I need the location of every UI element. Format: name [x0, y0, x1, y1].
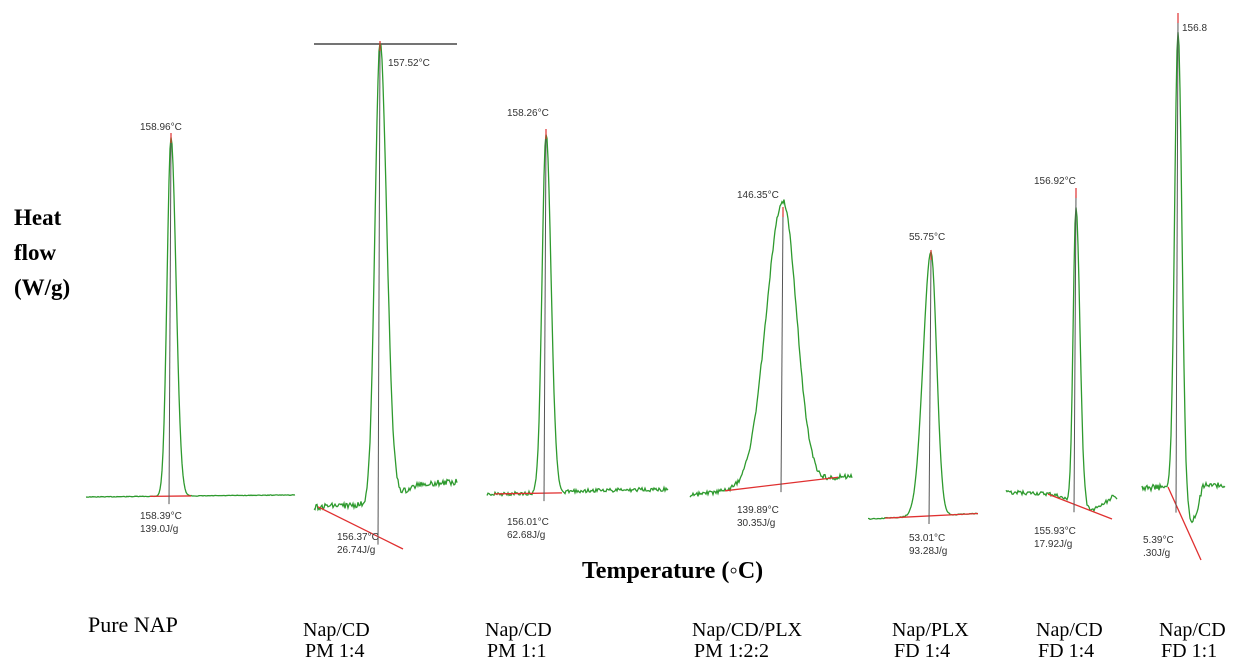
thermogram-panel: 156.8 5.39°C .30J/g: [1141, 13, 1226, 561]
thermogram-panel: 156.92°C 155.93°C 17.92J/g: [1005, 176, 1118, 550]
y-axis-label-line: flow: [14, 240, 57, 265]
heat-flow-trace: [1005, 207, 1118, 513]
heat-flow-trace: [313, 42, 458, 512]
sample-name-label: Nap/CD: [1159, 619, 1226, 641]
sample-ratio-label: PM 1:4: [305, 640, 365, 662]
heat-flow-trace: [1141, 32, 1226, 524]
onset-temperature-label: 53.01°C: [909, 533, 945, 544]
integration-baseline: [884, 512, 979, 519]
peak-temperature-label: 156.92°C: [1034, 176, 1076, 187]
onset-temperature-label: 158.39°C: [140, 511, 182, 522]
sample-ratio-label: FD 1:4: [894, 640, 951, 662]
peak-marker-line: [1175, 17, 1179, 513]
enthalpy-label: 26.74J/g: [337, 545, 375, 556]
peak-marker-line: [543, 133, 547, 502]
peak-temperature-label: 158.96°C: [140, 122, 182, 133]
enthalpy-label: 93.28J/g: [909, 546, 947, 557]
peak-marker-line: [780, 211, 784, 493]
sample-ratio-label: PM 1:1: [487, 640, 547, 662]
sample-ratio-label: FD 1:4: [1038, 640, 1095, 662]
heat-flow-trace: [486, 134, 669, 497]
thermogram-panel: 158.96°C 158.39°C 139.0J/g: [85, 122, 296, 535]
sample-name-label: Nap/CD: [485, 619, 552, 641]
integration-baseline: [1047, 493, 1113, 520]
onset-temperature-label: 156.01°C: [507, 517, 549, 528]
thermogram-panel: 157.52°C 156.37°C 26.74J/g: [313, 41, 458, 556]
integration-baseline: [317, 506, 404, 550]
thermogram-panel: 146.35°C 139.89°C 30.35J/g: [689, 190, 853, 529]
peak-marker-line: [928, 254, 932, 524]
enthalpy-label: 139.0J/g: [140, 524, 178, 535]
enthalpy-label: .30J/g: [1143, 548, 1170, 559]
sample-name-label: Nap/PLX: [892, 619, 969, 641]
heat-flow-trace: [689, 199, 853, 498]
enthalpy-label: 30.35J/g: [737, 518, 775, 529]
sample-name-label: Pure NAP: [88, 612, 178, 637]
enthalpy-label: 17.92J/g: [1034, 539, 1072, 550]
peak-marker-line: [168, 137, 172, 505]
onset-temperature-label: 5.39°C: [1143, 535, 1174, 546]
heat-flow-trace: [868, 249, 979, 520]
peak-temperature-label: 158.26°C: [507, 108, 549, 119]
thermogram-panel: 158.26°C 156.01°C 62.68J/g: [486, 108, 669, 541]
y-axis-label-line: Heat: [14, 205, 62, 230]
sample-name-label: Nap/CD: [1036, 619, 1103, 641]
peak-temperature-label: 146.35°C: [737, 190, 779, 201]
sample-name-label: Nap/CD/PLX: [692, 619, 802, 641]
peak-marker-line: [377, 45, 381, 545]
enthalpy-label: 62.68J/g: [507, 530, 545, 541]
onset-temperature-label: 156.37°C: [337, 532, 379, 543]
peak-temperature-label: 157.52°C: [388, 58, 430, 69]
thermogram-panel: 55.75°C 53.01°C 93.28J/g: [868, 232, 979, 557]
onset-temperature-label: 155.93°C: [1034, 526, 1076, 537]
integration-baseline: [493, 492, 563, 495]
y-axis-label-line: (W/g): [14, 275, 71, 300]
sample-ratio-label: FD 1:1: [1161, 640, 1218, 662]
onset-temperature-label: 139.89°C: [737, 505, 779, 516]
x-axis-label: Temperature (◦C): [582, 558, 764, 584]
integration-baseline: [1167, 486, 1202, 561]
peak-marker-line: [1073, 192, 1077, 513]
sample-ratio-label: PM 1:2:2: [694, 640, 770, 662]
sample-name-label: Nap/CD: [303, 619, 370, 641]
y-axis-label: Heat flow (W/g): [14, 200, 104, 305]
peak-temperature-label: 156.8: [1182, 23, 1207, 34]
peak-temperature-label: 55.75°C: [909, 232, 945, 243]
heat-flow-trace: [85, 137, 296, 498]
